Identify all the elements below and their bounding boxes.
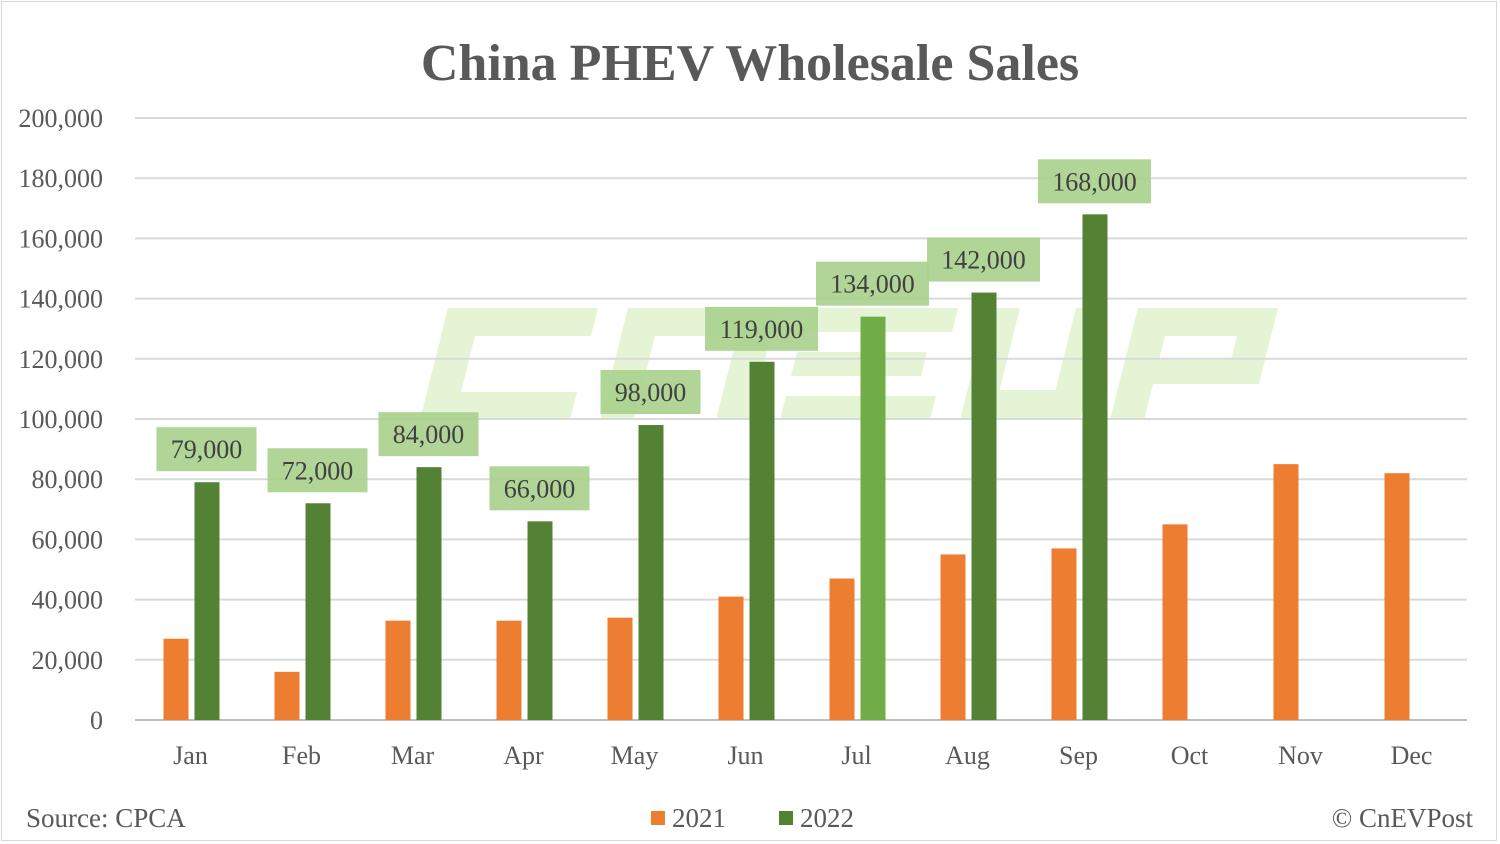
bar-2021-mar — [385, 620, 411, 720]
y-axis-ticks: 0 20,000 40,000 60,000 80,000 100,000 120,000 1… — [19, 104, 104, 735]
x-tick-label: Nov — [1278, 741, 1323, 770]
bar-2021-apr — [496, 620, 522, 720]
bar-2021-jan — [163, 638, 189, 720]
bar-2022-jun — [749, 361, 775, 720]
y-tick-label: 160,000 — [19, 224, 104, 253]
data-label: 84,000 — [393, 420, 465, 449]
source-note: Source: CPCA — [26, 803, 186, 833]
data-label-box — [267, 448, 368, 493]
data-label-box — [1038, 159, 1151, 204]
legend: 2021 2022 — [651, 803, 854, 833]
bar-2022-aug — [971, 292, 997, 720]
bar-2021-jul — [829, 578, 855, 720]
bar-2021-feb — [274, 671, 300, 720]
bar-2022-may — [638, 425, 664, 720]
data-label: 66,000 — [504, 474, 576, 503]
data-label-box — [489, 466, 590, 511]
legend-swatch-2021 — [651, 811, 665, 825]
bar-2021-aug — [940, 554, 966, 720]
grid-lines — [135, 117, 1467, 721]
bar-2022-jul — [860, 316, 886, 720]
x-tick-label: Sep — [1059, 741, 1098, 770]
legend-swatch-2022 — [779, 811, 793, 825]
data-label: 98,000 — [615, 378, 687, 407]
x-tick-label: Dec — [1391, 741, 1433, 770]
data-label: 119,000 — [720, 315, 804, 344]
bar-2022-apr — [527, 521, 553, 720]
x-tick-label: Jan — [173, 741, 208, 770]
y-tick-label: 40,000 — [32, 586, 104, 615]
y-tick-label: 0 — [90, 706, 103, 735]
x-tick-label: Apr — [503, 741, 544, 770]
legend-label-2021: 2021 — [672, 803, 726, 833]
data-labels: 79,000 72,000 84,000 66,000 98,000 119,000 134… — [156, 159, 1151, 511]
x-tick-label: May — [611, 741, 659, 770]
bar-2021-jun — [718, 596, 744, 720]
x-axis-ticks: Jan Feb Mar Apr May Jun Jul Aug Sep Oct Nov Dec — [173, 741, 1432, 770]
bar-2021-oct — [1162, 524, 1188, 720]
data-label: 168,000 — [1052, 167, 1137, 196]
data-label: 142,000 — [941, 246, 1026, 275]
x-tick-label: Mar — [391, 741, 435, 770]
y-tick-label: 60,000 — [32, 525, 104, 554]
x-tick-label: Aug — [945, 741, 990, 770]
x-tick-label: Oct — [1171, 741, 1209, 770]
credit-note: © CnEVPost — [1332, 803, 1474, 833]
data-label-box — [705, 306, 818, 351]
y-tick-label: 20,000 — [32, 646, 104, 675]
y-tick-label: 120,000 — [19, 345, 104, 374]
x-tick-label: Feb — [282, 741, 321, 770]
data-label: 72,000 — [282, 456, 354, 485]
bar-2022-feb — [305, 503, 331, 720]
x-tick-label: Jun — [727, 741, 763, 770]
bar-2021-nov — [1273, 464, 1299, 720]
bar-2022-sep — [1082, 214, 1108, 720]
data-label-box — [378, 412, 479, 457]
data-label: 79,000 — [171, 435, 243, 464]
y-tick-label: 140,000 — [19, 285, 104, 314]
y-tick-label: 180,000 — [19, 164, 104, 193]
legend-label-2022: 2022 — [800, 803, 854, 833]
y-tick-label: 200,000 — [19, 104, 104, 133]
data-label-box — [816, 261, 929, 306]
y-tick-label: 100,000 — [19, 405, 104, 434]
y-tick-label: 80,000 — [32, 465, 104, 494]
watermark-logo — [420, 308, 1278, 420]
data-label-box — [600, 370, 701, 415]
chart-title: China PHEV Wholesale Sales — [421, 35, 1079, 92]
x-tick-label: Jul — [841, 741, 871, 770]
bars — [163, 214, 1410, 720]
data-label-box — [927, 237, 1040, 282]
data-label-box — [156, 427, 257, 472]
bar-2021-sep — [1051, 548, 1077, 720]
bar-2021-dec — [1384, 473, 1410, 720]
bar-2022-mar — [416, 467, 442, 720]
bar-2022-jan — [194, 482, 220, 720]
data-label: 134,000 — [830, 270, 915, 299]
bar-2021-may — [607, 617, 633, 720]
